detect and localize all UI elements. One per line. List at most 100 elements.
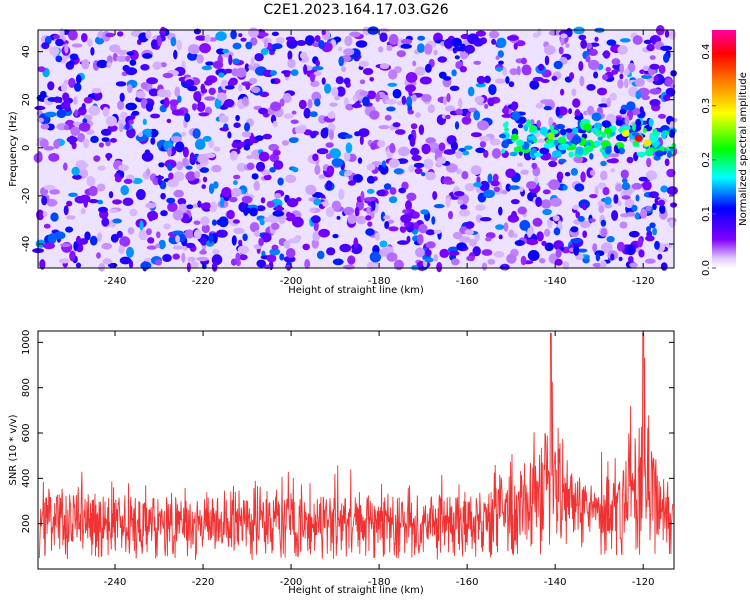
spectrogram-cell <box>555 123 566 130</box>
spectrogram-cell <box>272 210 285 217</box>
spectrogram-cell <box>290 69 299 76</box>
spectrogram-cell <box>495 66 504 72</box>
spectrogram-cell <box>331 87 339 97</box>
spectrogram-cell <box>526 119 531 128</box>
spectrogram-hotspot <box>529 125 538 133</box>
spectrogram-cell <box>643 39 653 45</box>
spectrogram-cell <box>351 103 363 109</box>
spectrogram-cell <box>549 124 555 131</box>
spectrogram-cell <box>657 253 663 260</box>
spectrogram-cell <box>115 119 128 126</box>
spectrogram-cell <box>606 158 619 164</box>
spectrogram-cell <box>551 75 558 81</box>
spectrogram-cell <box>503 122 509 128</box>
spectrogram-cell <box>61 82 68 93</box>
spectrogram-cell <box>660 262 668 271</box>
spectrogram-cell <box>445 196 451 208</box>
spectrogram-cell <box>198 112 210 117</box>
spectrogram-cell <box>418 124 425 136</box>
spectrogram-cell <box>197 200 202 208</box>
spectrogram-cell <box>169 99 179 107</box>
spectrogram-cell <box>208 232 214 244</box>
spectrogram-cell <box>669 121 675 130</box>
spectrogram-cell <box>204 96 216 101</box>
spectrogram-cell <box>77 132 85 143</box>
spectrogram-cell <box>505 183 512 192</box>
spectrogram-cell <box>243 144 251 151</box>
spectrogram-cell <box>648 191 659 199</box>
spectrogram-cell <box>388 158 400 168</box>
spectrogram-cell <box>565 43 570 48</box>
spectrogram-cell <box>102 258 112 265</box>
spectrogram-cell <box>271 43 283 50</box>
spectrogram-cell <box>335 76 344 85</box>
spectrogram-cell <box>192 103 197 111</box>
spectrogram-cell <box>615 184 623 192</box>
spectrogram-cell <box>577 215 585 222</box>
y-tick-label: 0 <box>21 145 32 151</box>
spectrogram-cell <box>146 245 157 250</box>
spectrogram-cell <box>245 83 250 90</box>
spectrogram-cell <box>626 156 634 164</box>
colorbar-label: Normalized spectral amplitude <box>738 72 749 226</box>
spectrogram-cell <box>405 200 412 211</box>
spectrogram-cell <box>406 235 411 243</box>
spectrogram-cell <box>592 262 602 268</box>
spectrogram-cell <box>226 209 235 220</box>
spectrogram-cell <box>271 31 279 36</box>
spectrogram-cell <box>397 240 409 245</box>
spectrogram-cell <box>532 76 544 82</box>
spectrogram-cell <box>644 258 656 264</box>
spectrogram-cell <box>93 155 101 162</box>
spectrogram-cell <box>58 258 70 264</box>
spectrogram-cell <box>155 243 160 248</box>
spectrogram-cell <box>146 228 152 236</box>
spectrogram-cell <box>596 87 608 96</box>
spectrogram-cell <box>187 44 200 55</box>
spectrogram-cell <box>365 215 372 221</box>
spectrogram-cell <box>383 183 392 190</box>
spectrogram-cell <box>122 197 134 206</box>
spectrogram-cell <box>597 200 605 208</box>
spectrogram-cell <box>200 83 206 93</box>
spectrogram-cell <box>279 253 285 261</box>
spectrogram-cell <box>81 103 86 111</box>
spectrogram-cell <box>68 77 76 88</box>
spectrogram-cell <box>483 189 495 199</box>
x-tick-label: -160 <box>456 276 479 287</box>
spectrogram-cell <box>231 235 237 246</box>
spectrogram-cell <box>582 203 587 209</box>
spectrogram-cell <box>636 151 647 157</box>
spectrogram-cell <box>105 115 117 127</box>
spectrogram-cell <box>649 135 657 143</box>
spectrogram-cell <box>167 163 173 171</box>
spectrogram-cell <box>506 253 517 264</box>
spectrogram-cell <box>89 235 98 246</box>
x-tick-label: -220 <box>192 577 215 588</box>
spectrogram-cell <box>336 86 346 97</box>
spectrogram-cell <box>126 51 134 56</box>
spectrogram-cell <box>378 164 384 172</box>
spectrogram-cell <box>262 133 272 140</box>
spectrogram-cell <box>456 242 467 251</box>
spectrogram-cell <box>201 65 213 71</box>
spectrogram-cell <box>60 101 71 110</box>
spectrogram-cell <box>374 232 380 241</box>
spectrogram-cell <box>494 78 506 84</box>
spectrogram-cell <box>410 123 418 130</box>
spectrogram-cell <box>63 162 68 171</box>
spectrogram-cell <box>91 90 103 101</box>
spectrogram-cell <box>405 72 418 83</box>
spectrogram-cell <box>436 262 443 273</box>
x-tick-label: -160 <box>456 577 479 588</box>
spectrogram-cell <box>467 33 479 45</box>
spectrogram-cell <box>408 86 413 97</box>
spectrogram-cell <box>115 81 127 87</box>
spectrogram-cell <box>569 72 575 80</box>
spectrogram-cell <box>172 253 180 260</box>
spectrogram-cell <box>312 230 321 242</box>
spectrogram-cell <box>237 84 243 92</box>
spectrogram-cell <box>235 67 247 78</box>
spectrogram-cell <box>140 82 148 90</box>
spectrogram-cell <box>475 147 486 154</box>
